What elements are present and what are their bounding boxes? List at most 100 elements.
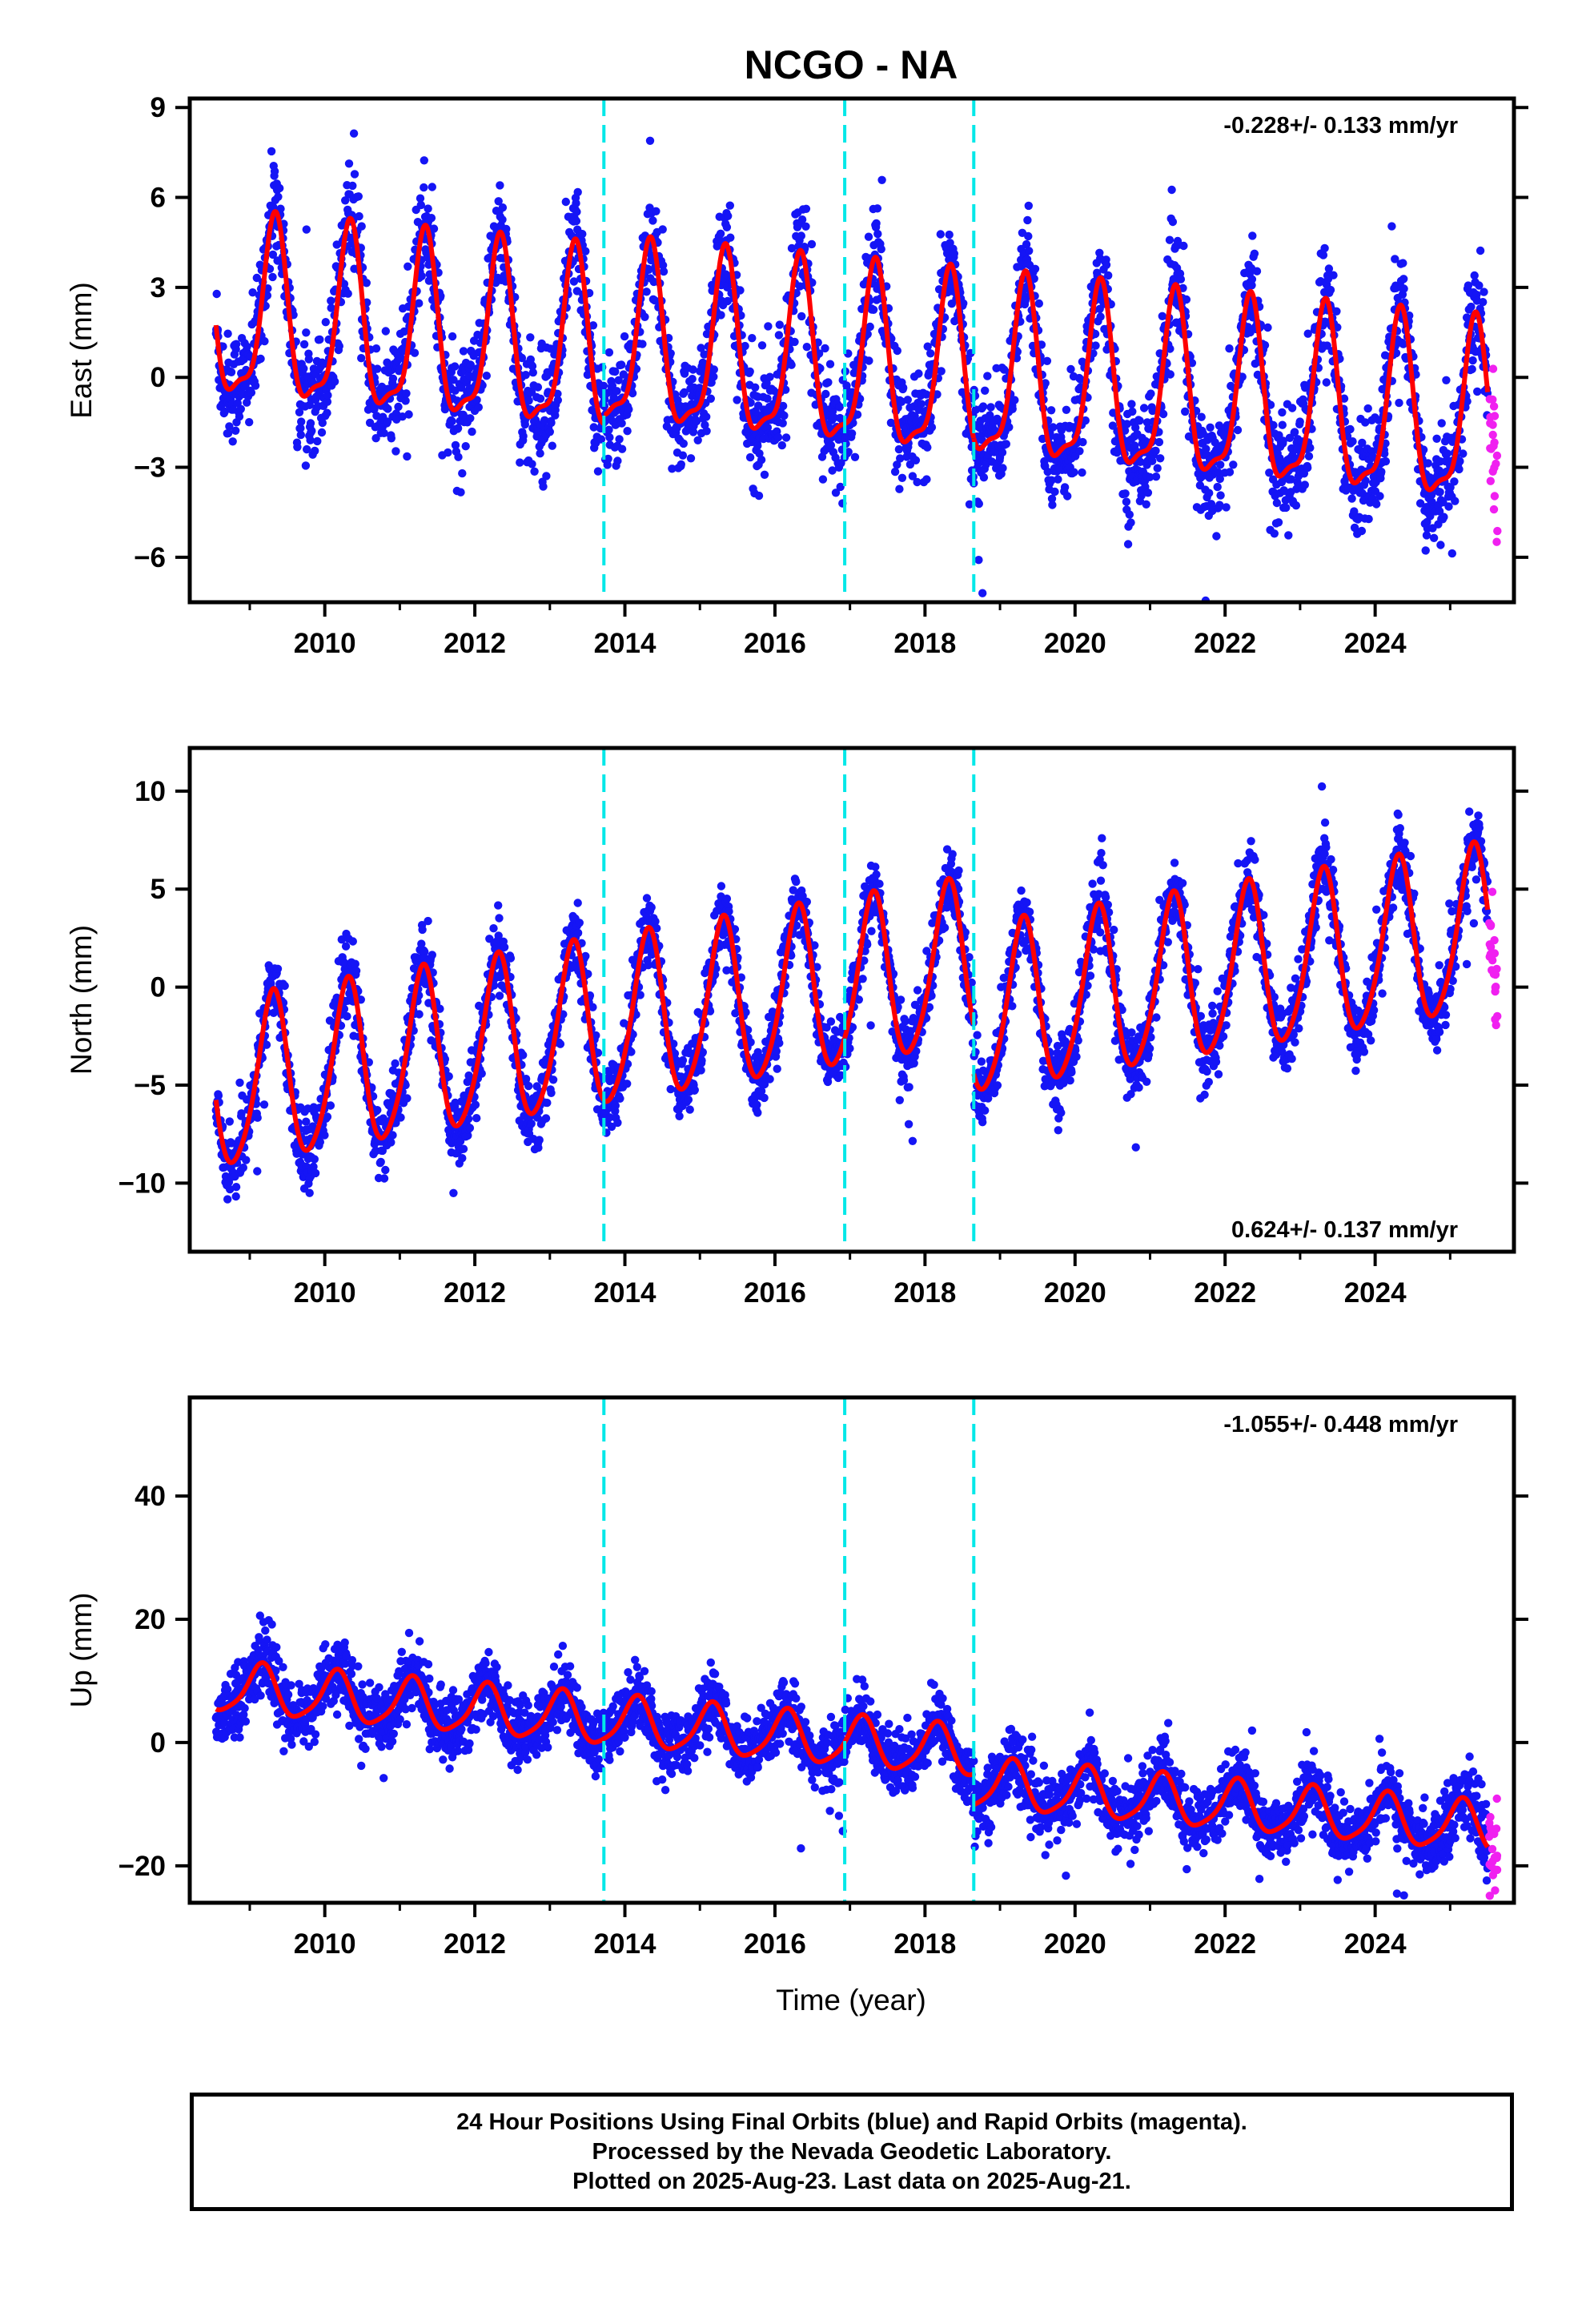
east-final-point [757,341,767,350]
east-final-point [778,401,788,411]
north-final-point [348,937,357,946]
east-final-point [516,458,524,467]
east-final-point [1047,494,1057,503]
east-final-point [894,444,904,454]
east-frame [187,96,1516,605]
east-final-point [612,387,621,396]
east-final-point [449,376,458,384]
east-final-point [1215,501,1224,509]
east-final-point [611,367,620,376]
east-final-point [1154,437,1164,447]
east-final-point [702,412,711,421]
east-final-point [763,423,773,432]
east-final-point [853,410,862,419]
east-final-point [775,320,784,329]
east-final-point [981,386,990,395]
east-final-point [624,405,633,414]
east-final-point [533,383,543,392]
east-final-point [1142,500,1150,509]
east-final-point [824,378,833,387]
north-final-point [495,991,504,1000]
east-final-point [330,377,339,386]
east-final-point [268,250,278,259]
east-final-point [1078,468,1086,477]
east-final-point [893,460,901,469]
east-final-point [1278,420,1287,429]
east-final-point [1459,449,1468,458]
east-final-point [371,434,380,443]
east-final-point [1372,500,1381,509]
east-final-point [270,167,279,176]
east-final-point [760,470,769,479]
east-final-point [897,397,906,406]
north-final-point [573,928,583,938]
east-final-point [474,403,483,412]
north-final-point [647,903,656,912]
east-rapid-point [1492,537,1501,546]
east-final-point [787,243,797,253]
east-y-tick-label: −6 [134,542,166,573]
east-y-tick-label: 3 [151,272,166,304]
east-final-point [223,329,232,338]
east-final-point [231,340,241,348]
east-final-point [1278,408,1287,417]
east-final-point [1139,404,1149,412]
north-final-point [418,925,427,935]
east-final-point [420,183,428,192]
east-final-point [1265,468,1274,477]
east-final-point [1225,344,1234,353]
east-rapid-point [1490,492,1500,501]
east-final-point [774,331,784,340]
east-final-point [877,175,886,184]
east-final-point [983,372,992,380]
east-final-point [536,394,545,403]
east-final-point [1468,364,1476,374]
east-final-point [457,383,466,392]
east-final-point [1023,215,1032,225]
east-final-point [872,219,881,228]
east-final-point [223,428,233,438]
north-final-point [613,1118,622,1128]
east-rapid-orbit-points [1485,364,1502,546]
east-final-point [1048,501,1057,509]
east-final-point [307,426,316,436]
east-final-point [686,454,696,463]
north-final-point [376,1157,385,1167]
east-final-point [893,346,902,356]
east-final-point [1287,404,1297,412]
east-final-point [1480,287,1488,296]
east-final-point [725,201,734,210]
east-final-point [689,428,698,436]
east-final-point [1399,284,1408,293]
east-final-point [1047,476,1056,485]
north-final-point [388,1131,397,1140]
east-final-point [450,362,460,371]
east-final-point [1377,467,1386,476]
east-final-point [1024,201,1034,211]
east-final-point [420,156,428,165]
north-final-point [351,959,359,968]
east-final-point [498,203,508,212]
east-final-point [1381,456,1391,466]
east-final-point [1158,312,1167,320]
east-final-point [1021,296,1030,305]
east-final-point [688,375,697,384]
north-final-point [472,1114,481,1123]
east-final-point [1181,407,1190,416]
east-rate-label: -0.228+/- 0.133 mm/yr [1223,113,1458,139]
east-final-point [1357,526,1367,536]
north-final-point [214,1091,223,1100]
north-final-point [387,1138,396,1147]
east-final-point [1030,264,1040,273]
east-x-tick-label: 2020 [1044,628,1106,659]
north-final-point [262,1040,271,1049]
east-final-point [1361,418,1370,427]
east-final-point [553,389,562,398]
east-model-line [602,234,847,438]
east-final-point [753,441,762,450]
north-final-point [424,916,432,926]
east-final-point [1041,379,1050,388]
east-final-point [251,381,260,390]
east-final-point [1247,281,1256,290]
east-final-point [1046,406,1056,415]
